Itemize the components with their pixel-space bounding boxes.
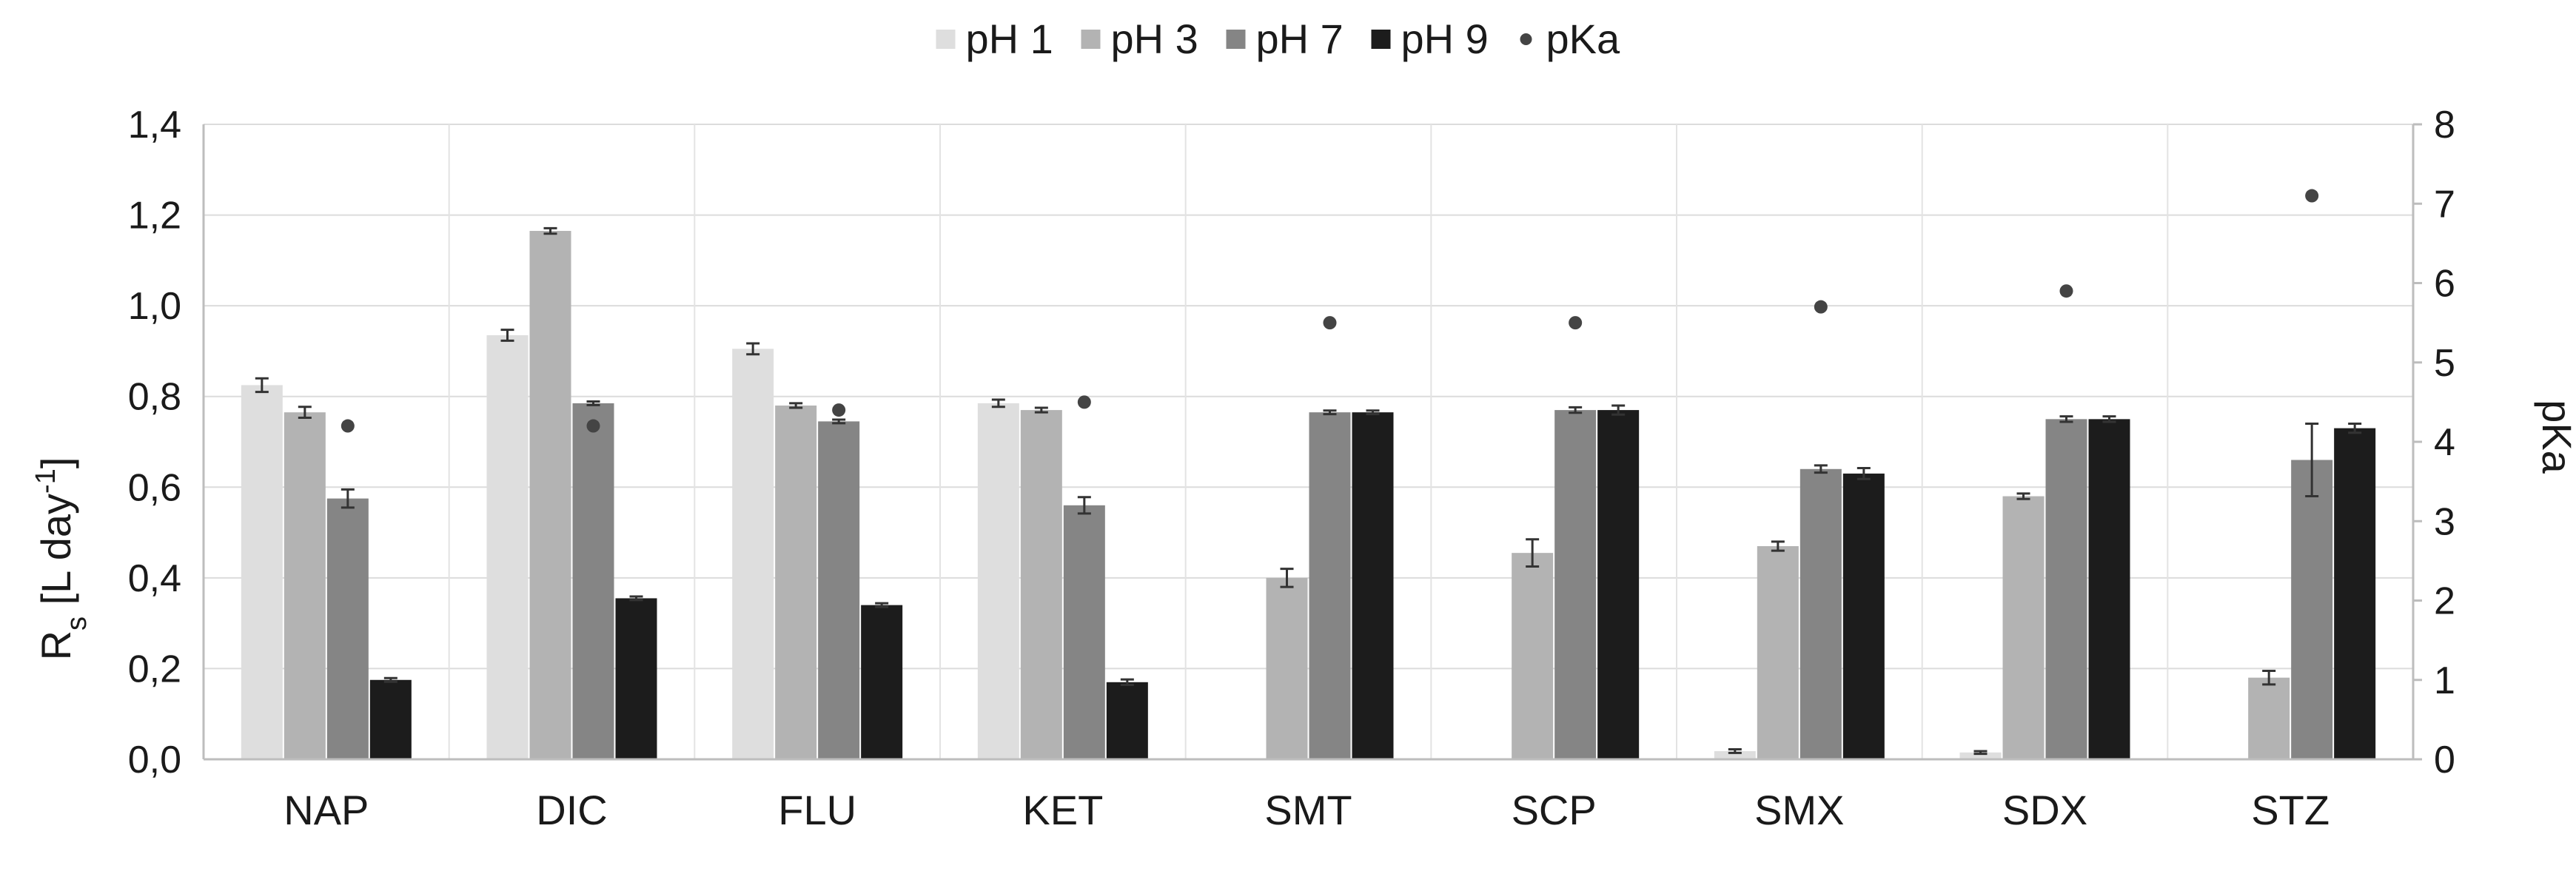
bar-sdx-ph9 <box>2088 419 2130 759</box>
legend-label-ph7: pH 7 <box>1256 16 1344 62</box>
bar-stz-ph7 <box>2291 460 2333 759</box>
y-right-tick-label: 4 <box>2434 421 2455 464</box>
legend-swatch-ph7 <box>1226 30 1246 49</box>
y-left-tick-label: 0,4 <box>128 557 181 600</box>
y-left-tick-label: 1,0 <box>128 285 181 328</box>
y-right-tick-label: 1 <box>2434 659 2455 702</box>
x-tick-label-scp: SCP <box>1512 787 1597 833</box>
bar-smx-ph7 <box>1799 468 1842 759</box>
y-axis-right-title: pKa <box>2534 400 2576 474</box>
gridlines <box>203 124 2414 759</box>
bar-dic-ph7 <box>572 403 614 759</box>
legend-label-ph9: pH 9 <box>1401 16 1489 62</box>
pka-marker-smt <box>1323 316 1337 330</box>
bar-scp-ph7 <box>1554 410 1597 759</box>
pka-marker-scp <box>1569 316 1583 330</box>
bar-sdx-ph7 <box>2045 419 2087 759</box>
bar-smx-ph1 <box>1714 750 1756 759</box>
bar-dic-ph1 <box>486 335 529 759</box>
legend-label-pka: pKa <box>1546 16 1620 62</box>
bar-scp-ph9 <box>1597 410 1640 759</box>
legend-swatch-ph3 <box>1081 30 1101 49</box>
bar-nap-ph9 <box>369 679 412 759</box>
bar-dic-ph9 <box>615 598 657 759</box>
y-left-tick-label: 0,8 <box>128 376 181 419</box>
x-tick-label-sdx: SDX <box>2002 787 2087 833</box>
y-axis-left-title: Rs [L day-1] <box>30 457 93 661</box>
bar-stz-ph3 <box>2248 677 2290 759</box>
bars <box>241 226 2376 760</box>
x-tick-label-smx: SMX <box>1754 787 1844 833</box>
bar-flu-ph7 <box>818 421 860 759</box>
y-left-tick-label: 0,6 <box>128 466 181 509</box>
bar-nap-ph3 <box>284 412 326 759</box>
x-tick-label-ket: KET <box>1022 787 1103 833</box>
x-tick-label-stz: STZ <box>2251 787 2330 833</box>
x-tick-label-flu: FLU <box>778 787 856 833</box>
y-left-tick-label: 0,0 <box>128 739 181 781</box>
y-right-tick-label: 8 <box>2434 104 2455 147</box>
y-right-tick-label: 3 <box>2434 500 2455 543</box>
legend: pH 1 pH 3 pH 7 pH 9 pKa <box>936 16 1620 62</box>
y-right-tick-label: 7 <box>2434 183 2455 226</box>
bar-nap-ph1 <box>241 385 283 759</box>
bar-flu-ph9 <box>861 605 903 759</box>
x-tick-label-dic: DIC <box>536 787 607 833</box>
pka-marker-flu <box>832 403 846 417</box>
bar-nap-ph7 <box>326 498 369 759</box>
bar-smx-ph9 <box>1842 473 1885 759</box>
bar-ket-ph3 <box>1020 410 1062 759</box>
pka-marker-smx <box>1814 300 1828 314</box>
pka-marker-dic <box>586 419 600 433</box>
pka-marker-stz <box>2305 189 2319 203</box>
y-left-tick-label: 1,2 <box>128 195 181 238</box>
legend-swatch-ph9 <box>1371 30 1391 49</box>
bar-smt-ph9 <box>1352 412 1394 759</box>
y-right-tick-label: 5 <box>2434 342 2455 385</box>
x-tick-label-smt: SMT <box>1264 787 1352 833</box>
bar-flu-ph1 <box>732 349 774 760</box>
x-tick-label-nap: NAP <box>284 787 369 833</box>
legend-label-ph3: pH 3 <box>1111 16 1198 62</box>
y-left-tick-label: 0,2 <box>128 648 181 690</box>
legend-swatch-pka <box>1520 33 1532 45</box>
y-right-tick-label: 0 <box>2434 739 2455 781</box>
legend-label-ph1: pH 1 <box>966 16 1053 62</box>
pka-marker-ket <box>1077 395 1091 409</box>
legend-swatch-ph1 <box>936 30 956 49</box>
pka-marker-sdx <box>2059 284 2073 298</box>
y-right-tick-label: 2 <box>2434 580 2455 623</box>
bar-ket-ph9 <box>1106 682 1148 759</box>
y-left-tick-label: 1,4 <box>128 104 181 147</box>
bar-smt-ph3 <box>1266 577 1308 759</box>
y-right-tick-label: 6 <box>2434 263 2455 306</box>
bar-sdx-ph1 <box>1959 752 2002 759</box>
bar-smt-ph7 <box>1309 412 1351 759</box>
axes: 0,0 0,2 0,4 0,6 0,8 1,0 1,2 1,4 0 1 2 3 4 5 6 7 8 NAP DIC F… <box>128 104 2455 833</box>
bar-flu-ph3 <box>775 405 817 759</box>
bar-dic-ph3 <box>529 231 571 759</box>
bar-stz-ph9 <box>2334 428 2376 759</box>
bar-ket-ph7 <box>1063 505 1105 759</box>
bar-smx-ph3 <box>1757 545 1799 759</box>
bar-ket-ph1 <box>977 403 1019 759</box>
bar-sdx-ph3 <box>2002 496 2045 759</box>
pka-marker-nap <box>341 419 355 433</box>
bar-scp-ph3 <box>1512 553 1554 759</box>
pka-markers <box>341 189 2319 433</box>
